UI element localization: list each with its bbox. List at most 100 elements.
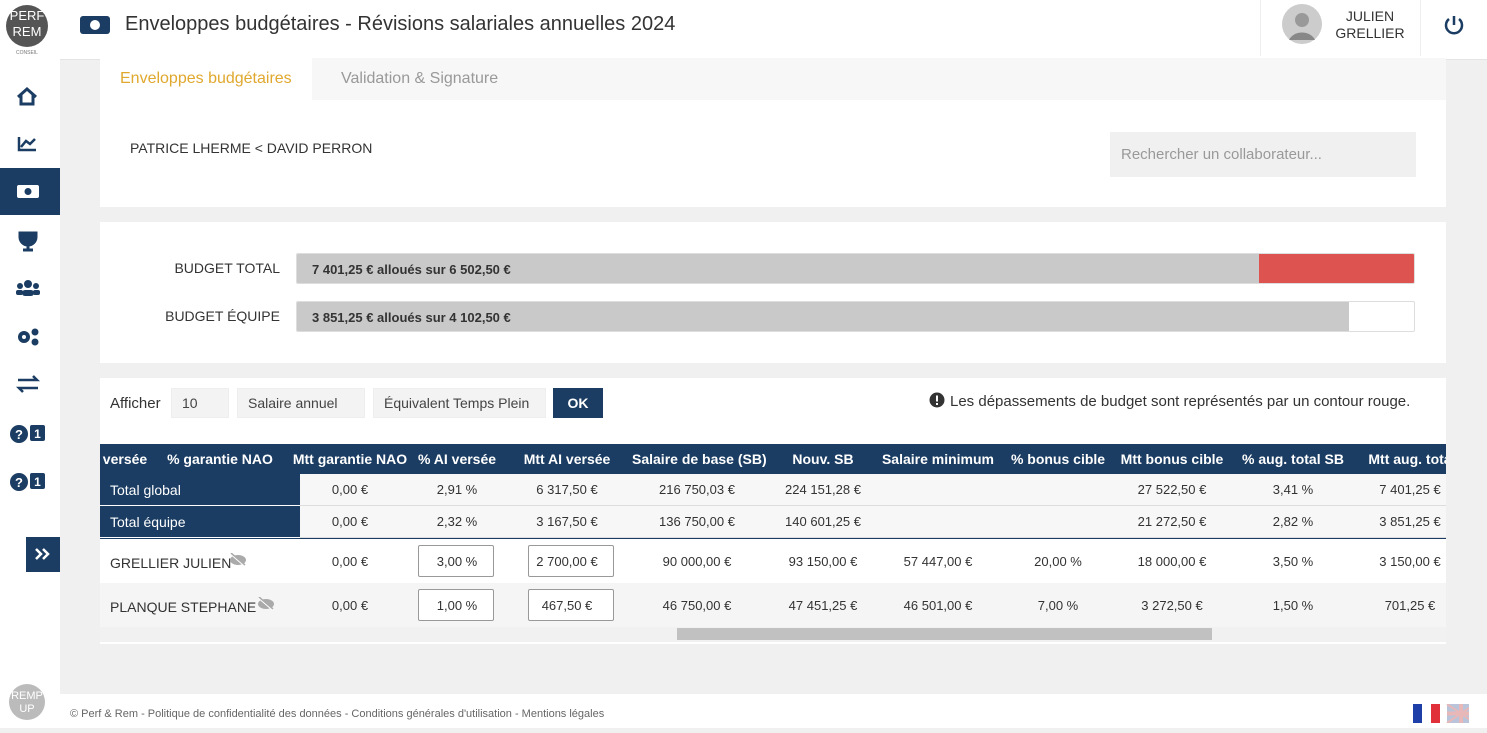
filter-card: PATRICE LHERME < DAVID PERRON Rechercher… [100,100,1446,207]
cell[interactable]: 2 700,00 € [536,554,598,569]
salary-select[interactable]: Salaire annuel [237,388,365,418]
total-row [100,474,1446,506]
cell: 21 272,50 € [1137,514,1207,529]
search-input[interactable]: Rechercher un collaborateur... [1110,132,1416,177]
info-icon [929,392,945,408]
money-icon [80,16,110,34]
cell: 6 317,50 € [536,482,598,497]
cell[interactable]: 3,00 % [436,554,478,569]
page-size-select[interactable]: 10 [171,388,229,418]
cell: 2,32 % [436,514,478,529]
footer: © Perf & Rem - Politique de confidential… [60,694,1487,728]
hide-icon[interactable] [256,597,276,611]
expand-button[interactable] [26,537,60,572]
cell: 90 000,00 € [662,554,732,569]
top-bar: Enveloppes budgétaires - Révisions salar… [60,0,1487,60]
column-header: Mtt AI versée [523,451,611,467]
column-header: Mtt garantie NAO [292,451,408,467]
input-box[interactable] [418,589,494,621]
budget-bar: 7 401,25 € alloués sur 6 502,50 € [296,253,1415,284]
input-box[interactable] [528,589,614,621]
total-row [100,506,1446,538]
cell: 7,00 % [1037,598,1079,613]
column-header: Salaire minimum [881,451,995,467]
transfer-icon[interactable] [15,375,41,393]
ok-button[interactable]: OK [553,388,603,418]
cell: 224 151,28 € [785,482,861,497]
column-header: Salaire de base (SB) [632,451,767,467]
hide-icon[interactable] [228,553,248,567]
data-table: versée % garantie NAO Mtt garantie NAO % AI… [100,444,1446,642]
logout-button[interactable] [1442,13,1466,37]
cell: 7 401,25 € [1379,482,1441,497]
avatar[interactable] [1282,4,1322,44]
column-header: versée [102,451,148,467]
svg-text:?: ? [15,475,23,490]
cell: 46 501,00 € [903,598,973,613]
cell: 1,50 % [1272,598,1314,613]
badge: 1 [34,475,41,489]
breadcrumb[interactable]: PATRICE LHERME < DAVID PERRON [130,140,373,156]
cell: 46 750,00 € [662,598,732,613]
total-name: Total équipe [100,506,300,538]
cell: 0,00 € [331,514,369,529]
scroll-thumb[interactable] [677,628,1212,640]
header-row [100,444,1446,474]
svg-text:?: ? [15,427,23,442]
user-name[interactable]: JULIEN GRELLIER [1330,8,1410,42]
budget-card [100,222,1446,363]
cell: 3,41 % [1272,482,1314,497]
cell: 216 750,03 € [659,482,735,497]
users-icon[interactable] [16,280,40,296]
tab[interactable]: Validation & Signature [341,70,499,87]
cell: 2,82 % [1272,514,1314,529]
footer-links[interactable]: © Perf & Rem - Politique de confidential… [70,708,605,720]
total-name: Total global [100,474,300,506]
input-box[interactable] [528,545,614,577]
page-title: Enveloppes budgétaires - Révisions salar… [125,13,676,35]
cell: 47 451,25 € [788,598,858,613]
etp-select[interactable]: Équivalent Temps Plein [373,388,546,418]
column-header: Mtt bonus cible [1120,451,1224,467]
cell[interactable]: 1,00 % [436,598,478,613]
badge: 1 [34,427,41,441]
user-first: JULIEN [1345,8,1395,24]
budget-label: BUDGET ÉQUIPE [165,308,280,324]
employee-name[interactable]: GRELLIER JULIEN [110,555,232,571]
column-header: % garantie NAO [167,451,273,467]
language-flags[interactable] [1413,704,1469,723]
settings-icon[interactable] [18,328,39,346]
column-header: Nouv. SB [792,451,854,467]
cell: 57 447,00 € [903,554,973,569]
cell: 140 601,25 € [785,514,861,529]
cell: 3 272,50 € [1141,598,1203,613]
cell: 136 750,00 € [659,514,735,529]
chart-icon[interactable] [17,137,36,152]
logo-text: REMP [11,690,43,702]
logo-text: PERF [10,8,45,23]
cell: 27 522,50 € [1137,482,1207,497]
cell[interactable]: 467,50 € [541,598,593,613]
data-row [100,583,1446,627]
employee-name[interactable]: PLANQUE STEPHANE [110,599,257,615]
cell: 0,00 € [331,554,369,569]
user-last: GRELLIER [1335,25,1405,41]
tab[interactable]: Enveloppes budgétaires [100,58,312,100]
budget-label: BUDGET TOTAL [174,260,280,276]
cell: 20,00 % [1034,554,1082,569]
trophy-icon[interactable] [18,231,38,252]
show-label: Afficher [110,395,161,412]
divider [100,538,1446,539]
column-header: % bonus cible [1010,451,1106,467]
budget-text: 7 401,25 € alloués sur 6 502,50 € [312,262,511,277]
logo-text: REM [13,24,42,39]
cell: 701,25 € [1384,598,1436,613]
cell: 3 167,50 € [536,514,598,529]
cell: 18 000,00 € [1137,554,1207,569]
home-icon[interactable] [17,86,37,106]
cell: 3 150,00 € [1379,554,1441,569]
column-header: % AI versée [417,451,497,467]
cell: 0,00 € [331,598,369,613]
input-box[interactable] [418,545,494,577]
